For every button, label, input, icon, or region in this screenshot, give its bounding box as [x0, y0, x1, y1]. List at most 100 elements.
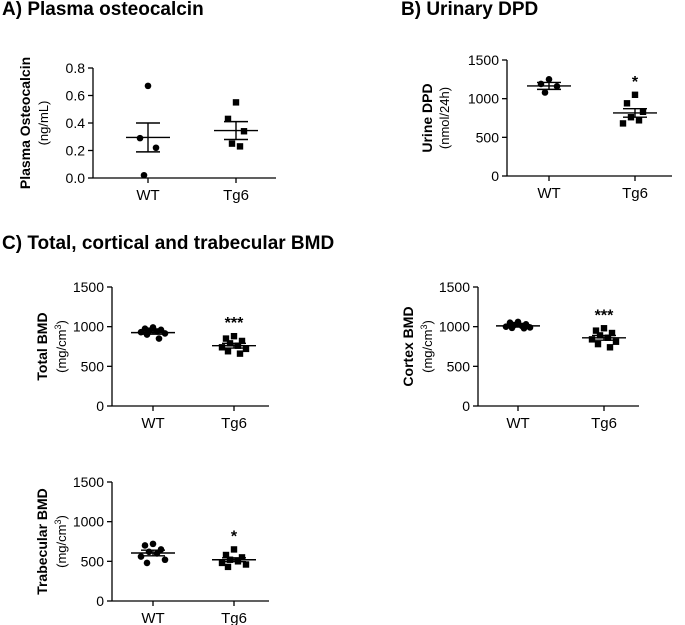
- data-point-tg6-2: [238, 337, 246, 345]
- data-point-wt-5: [137, 553, 145, 560]
- y-tick-label: 1000: [73, 514, 104, 530]
- y-axis-title: Plasma Osteocalcin: [17, 57, 33, 189]
- y-axis-title: Total BMD: [34, 312, 50, 380]
- y-tick-label: 0.0: [66, 170, 86, 186]
- data-point-tg6-8: [236, 350, 244, 357]
- y-tick-label: 0.8: [66, 60, 86, 76]
- data-point-tg6-3: [596, 332, 604, 339]
- y-axis-unit: (mg/cm3): [419, 320, 435, 373]
- x-tick-label: Tg6: [221, 610, 247, 625]
- data-point-tg6-1: [222, 335, 230, 342]
- data-point-wt-3: [541, 89, 549, 96]
- data-point-tg6-6: [612, 338, 620, 345]
- x-tick-label: Tg6: [223, 187, 249, 204]
- data-point-tg6-4: [635, 117, 643, 124]
- data-point-wt-7: [143, 559, 151, 567]
- data-point-wt-5: [137, 328, 145, 336]
- data-point-tg6-0: [631, 91, 639, 98]
- data-point-tg6-6: [242, 561, 250, 568]
- x-tick-label: WT: [141, 415, 164, 432]
- x-tick-label: Tg6: [622, 185, 648, 202]
- y-axis-unit: (mg/cm3): [53, 320, 69, 373]
- data-point-tg6-0: [230, 332, 238, 340]
- data-point-tg6-5: [619, 120, 627, 127]
- y-axis-unit-main: (mg/cm: [54, 525, 69, 568]
- data-point-tg6-0: [600, 325, 608, 332]
- y-tick-label: 1500: [73, 279, 104, 295]
- data-point-wt-1: [141, 542, 149, 549]
- data-point-tg6-3: [226, 556, 234, 563]
- data-point-wt-8: [155, 335, 163, 342]
- data-point-tg6-4: [234, 342, 242, 349]
- y-tick-label: 1000: [73, 319, 104, 335]
- y-axis-unit-main: (ng/mL): [36, 101, 51, 146]
- y-axis-unit-close: ): [54, 515, 69, 519]
- data-point-wt-0: [144, 82, 152, 90]
- y-tick-label: 500: [81, 553, 105, 569]
- y-axis-unit-sup: 3: [53, 324, 63, 329]
- data-point-tg6-5: [218, 344, 226, 351]
- y-axis-unit-main: (nmol/24h): [437, 87, 452, 149]
- data-point-tg6-7: [224, 348, 232, 355]
- y-tick-label: 0.2: [66, 143, 86, 159]
- y-axis-unit-close: ): [420, 320, 435, 324]
- y-tick-label: 500: [476, 129, 500, 145]
- section-title-c: C) Total, cortical and trabecular BMD: [2, 233, 335, 254]
- x-tick-label: WT: [537, 185, 560, 202]
- data-point-wt-4: [153, 328, 161, 335]
- data-point-tg6-2: [639, 108, 647, 116]
- x-tick-label: WT: [506, 415, 529, 432]
- data-point-tg6-4: [234, 558, 242, 565]
- y-axis-unit-sup: 3: [419, 324, 429, 329]
- data-point-wt-0: [149, 540, 157, 548]
- significance-label: *: [231, 528, 238, 545]
- data-point-wt-7: [143, 331, 151, 338]
- y-axis-unit: (ng/mL): [36, 101, 51, 146]
- data-point-tg6-0: [232, 99, 240, 106]
- data-point-wt-3: [140, 171, 148, 179]
- significance-label: ***: [225, 315, 244, 332]
- data-point-wt-6: [161, 556, 169, 564]
- data-point-tg6-6: [242, 345, 250, 353]
- data-point-tg6-4: [604, 334, 612, 341]
- data-point-tg6-2: [240, 128, 248, 135]
- y-tick-label: 0: [491, 168, 499, 184]
- y-axis-title: Trabecular BMD: [34, 488, 50, 595]
- data-point-wt-5: [502, 323, 510, 330]
- x-tick-label: WT: [141, 610, 164, 625]
- data-point-tg6-3: [228, 140, 236, 147]
- data-point-tg6-4: [236, 143, 244, 150]
- data-point-tg6-7: [594, 340, 602, 348]
- y-axis-unit: (mg/cm3): [53, 515, 69, 568]
- y-axis-unit-sup: 3: [53, 519, 63, 524]
- data-point-tg6-2: [608, 329, 616, 337]
- x-tick-label: Tg6: [591, 415, 617, 432]
- significance-label: ***: [595, 307, 614, 324]
- significance-label: *: [632, 74, 639, 91]
- data-point-wt-2: [553, 82, 561, 90]
- y-axis-title: Cortex BMD: [400, 306, 416, 386]
- x-tick-label: Tg6: [221, 415, 247, 432]
- data-point-wt-1: [136, 134, 144, 142]
- x-tick-label: WT: [136, 187, 159, 204]
- data-point-wt-6: [526, 324, 534, 331]
- data-point-wt-4: [153, 550, 161, 557]
- y-axis-unit-main: (mg/cm: [54, 330, 69, 373]
- data-point-wt-1: [537, 80, 545, 88]
- y-tick-label: 0: [462, 398, 470, 414]
- data-point-wt-6: [161, 330, 169, 337]
- y-tick-label: 1500: [468, 52, 499, 68]
- y-axis-unit: (nmol/24h): [437, 87, 452, 149]
- y-tick-label: 0.6: [66, 88, 86, 104]
- section-title-a: A) Plasma osteocalcin: [2, 0, 204, 20]
- data-point-tg6-1: [224, 115, 232, 123]
- data-point-tg6-5: [218, 559, 226, 567]
- y-axis-unit-main: (mg/cm: [420, 330, 435, 373]
- y-tick-label: 1500: [73, 474, 104, 490]
- data-point-wt-7: [508, 324, 516, 332]
- y-tick-label: 500: [447, 358, 471, 374]
- data-point-tg6-8: [606, 344, 614, 351]
- y-tick-label: 1500: [439, 279, 470, 295]
